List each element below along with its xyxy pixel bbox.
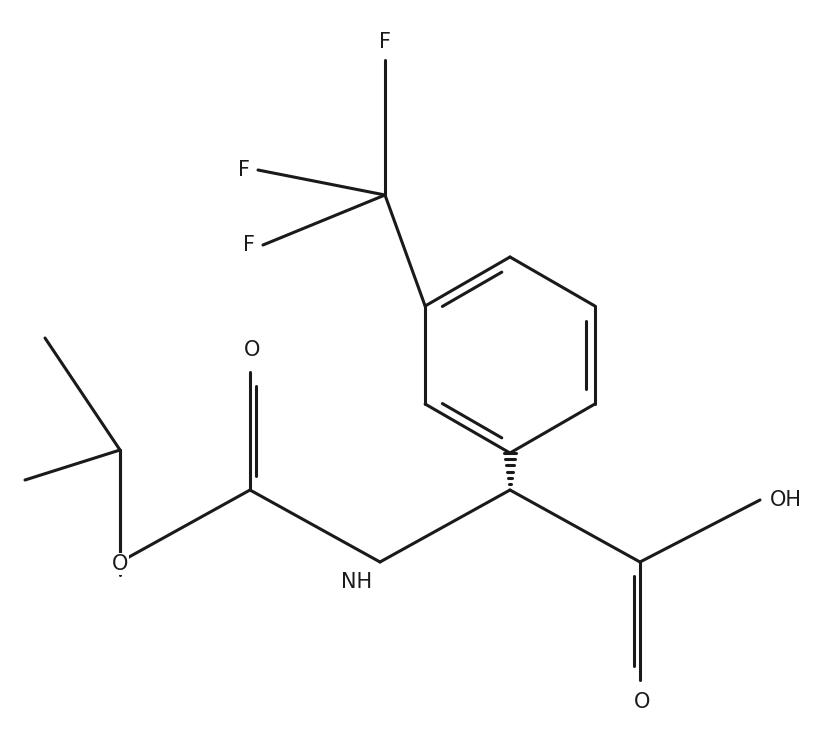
Text: O: O [634, 692, 650, 712]
Text: F: F [243, 235, 255, 255]
Text: F: F [379, 32, 391, 52]
Text: O: O [244, 340, 261, 360]
Text: O: O [112, 554, 128, 574]
Text: NH: NH [341, 572, 372, 592]
Text: OH: OH [770, 490, 802, 510]
Text: F: F [238, 160, 250, 180]
